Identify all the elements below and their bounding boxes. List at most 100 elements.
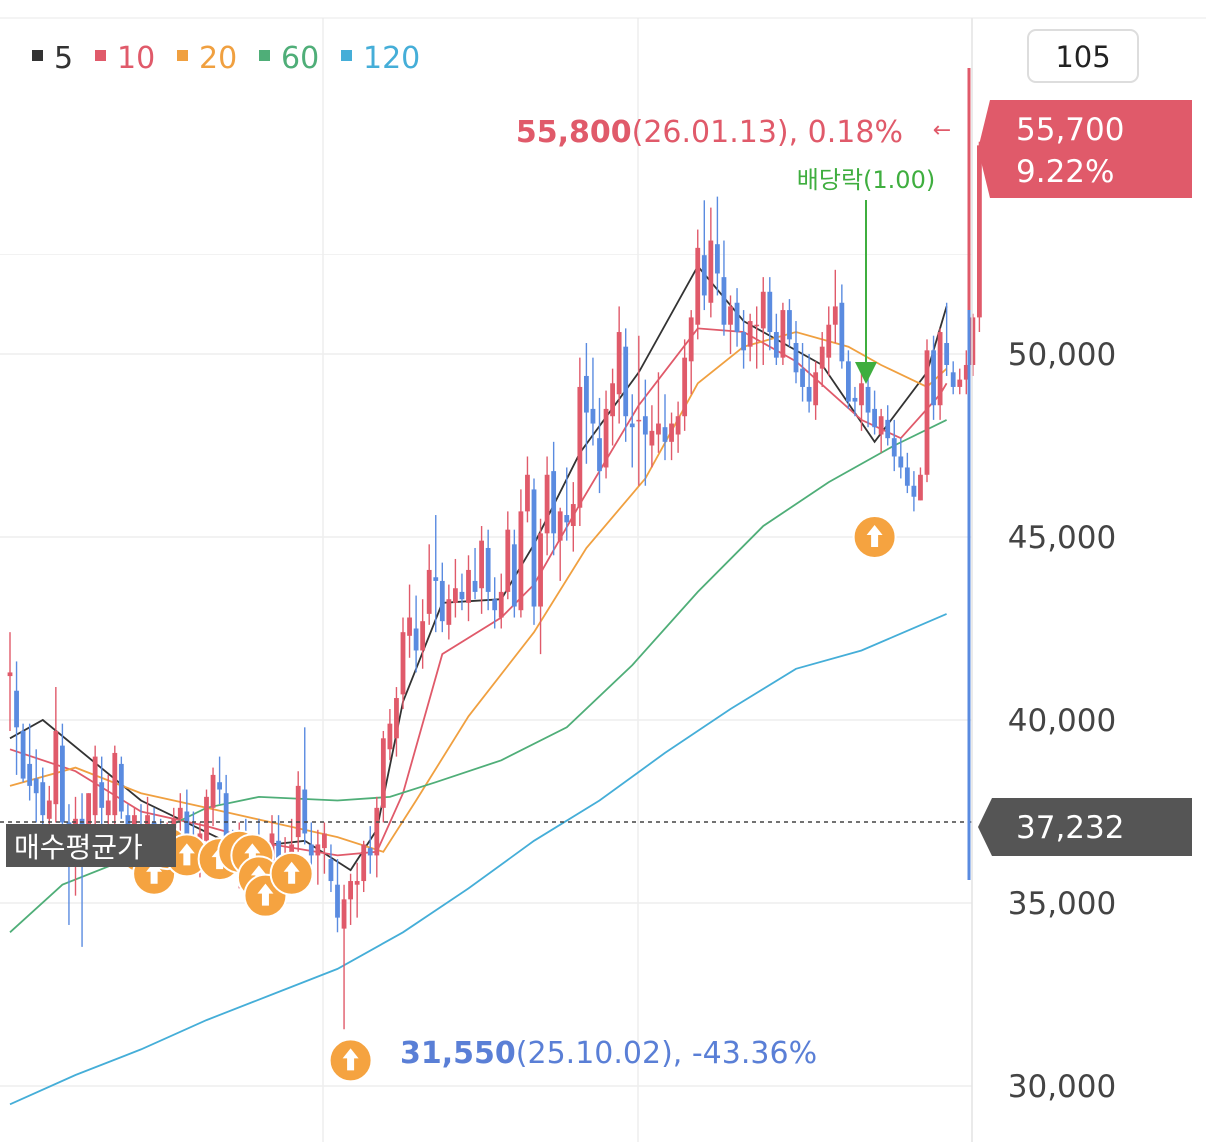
candle-body xyxy=(931,350,936,406)
candle-body xyxy=(760,291,766,329)
candle-body xyxy=(780,310,786,358)
candle-body xyxy=(701,255,707,296)
avg-buy-label: 매수평균가 xyxy=(14,831,143,864)
legend: 5 10 20 60 120 xyxy=(32,41,420,76)
candle-body xyxy=(839,302,845,362)
candle-body xyxy=(367,848,373,856)
candle-body xyxy=(538,533,543,607)
candle-body xyxy=(27,763,33,786)
candle-body xyxy=(800,368,805,387)
candle-body xyxy=(7,672,13,677)
candle-body xyxy=(747,321,753,347)
candle-body xyxy=(145,815,150,827)
candle-body xyxy=(466,569,471,603)
period-box[interactable] xyxy=(1027,29,1139,83)
current-change: 9.22% xyxy=(1016,154,1114,190)
grid xyxy=(0,18,972,1142)
legend-swatch xyxy=(259,50,270,61)
candle-body xyxy=(14,690,19,728)
candle-body xyxy=(662,427,668,442)
candle-body xyxy=(584,375,589,413)
candle-body xyxy=(341,899,347,929)
candle-body xyxy=(793,343,799,373)
candle-body xyxy=(105,800,111,816)
candle-body xyxy=(223,793,229,838)
candle-body xyxy=(531,489,537,607)
buy-marker-icon xyxy=(328,1038,373,1083)
legend-item-20: 20 xyxy=(177,41,237,76)
high-price: 55,800 xyxy=(516,115,632,150)
buy-marker-icon xyxy=(852,515,897,559)
candle-body xyxy=(741,332,746,351)
candle-body xyxy=(813,372,819,406)
candle-body xyxy=(819,346,825,369)
candle-body xyxy=(826,324,832,358)
candle-body xyxy=(335,884,340,918)
current-price-tag xyxy=(978,100,1192,198)
candle-body xyxy=(590,408,596,424)
dividend-label: 배당락(1.00) xyxy=(797,166,935,194)
period-value[interactable]: 105 xyxy=(1055,40,1110,74)
candle-body xyxy=(708,240,714,303)
candle-body xyxy=(898,456,904,468)
ma-line-20 xyxy=(9,331,948,853)
legend-item-120: 120 xyxy=(341,41,420,76)
candle-body xyxy=(852,397,858,402)
ma-line-10 xyxy=(9,327,948,857)
candle-body xyxy=(682,357,688,417)
candle-body xyxy=(348,881,353,900)
candle-body xyxy=(616,332,622,395)
candle-body xyxy=(315,844,321,856)
candle-body xyxy=(53,730,59,805)
candle-body xyxy=(20,730,26,779)
candle-body xyxy=(289,844,295,856)
candle-body xyxy=(911,485,917,497)
candle-body xyxy=(217,782,222,790)
current-price: 55,700 xyxy=(1016,112,1124,148)
candle-body xyxy=(551,471,557,534)
legend-swatch xyxy=(95,50,106,61)
candle-body xyxy=(675,416,681,435)
legend-label: 60 xyxy=(281,41,319,76)
candle-body xyxy=(669,423,674,442)
candle-body xyxy=(924,350,930,475)
low-annotation: 31,550(25.10.02), -43.36% xyxy=(400,1036,817,1071)
ma-line-120 xyxy=(9,613,947,1106)
dividend-marker: 배당락(1.00) xyxy=(797,166,935,384)
candle-body xyxy=(891,438,897,457)
candle-body xyxy=(577,386,583,508)
candle-body xyxy=(40,782,46,816)
candle-body xyxy=(937,332,943,406)
candle-body xyxy=(295,785,301,838)
legend-label: 20 xyxy=(199,41,237,76)
candle-body xyxy=(859,383,864,406)
candle-body xyxy=(302,789,308,834)
candle-body xyxy=(728,306,733,325)
candle-body xyxy=(963,364,969,380)
candle-body xyxy=(636,419,642,422)
y-tick-label: 40,000 xyxy=(1008,703,1116,739)
legend-swatch xyxy=(341,50,352,61)
avg-buy-label-bg xyxy=(6,824,176,867)
candle-body xyxy=(695,247,701,325)
candle-body xyxy=(970,317,976,365)
legend-item-60: 60 xyxy=(259,41,319,76)
candle-body xyxy=(46,800,52,819)
candle-body xyxy=(846,361,851,402)
candle-body xyxy=(112,752,118,816)
candle-body xyxy=(86,793,91,834)
y-tick-label: 35,000 xyxy=(1008,886,1116,922)
avg-buy-price-value: 37,232 xyxy=(1016,810,1124,846)
candle-body xyxy=(557,511,563,541)
candle-body xyxy=(459,591,465,600)
candle-body xyxy=(479,540,484,589)
candle-body xyxy=(623,346,629,417)
candle-body xyxy=(505,529,511,592)
candle-body xyxy=(439,580,445,622)
candle-body xyxy=(511,544,517,607)
y-tick-label: 30,000 xyxy=(1008,1069,1116,1105)
candle-body xyxy=(832,306,838,325)
candle-body xyxy=(688,317,694,362)
